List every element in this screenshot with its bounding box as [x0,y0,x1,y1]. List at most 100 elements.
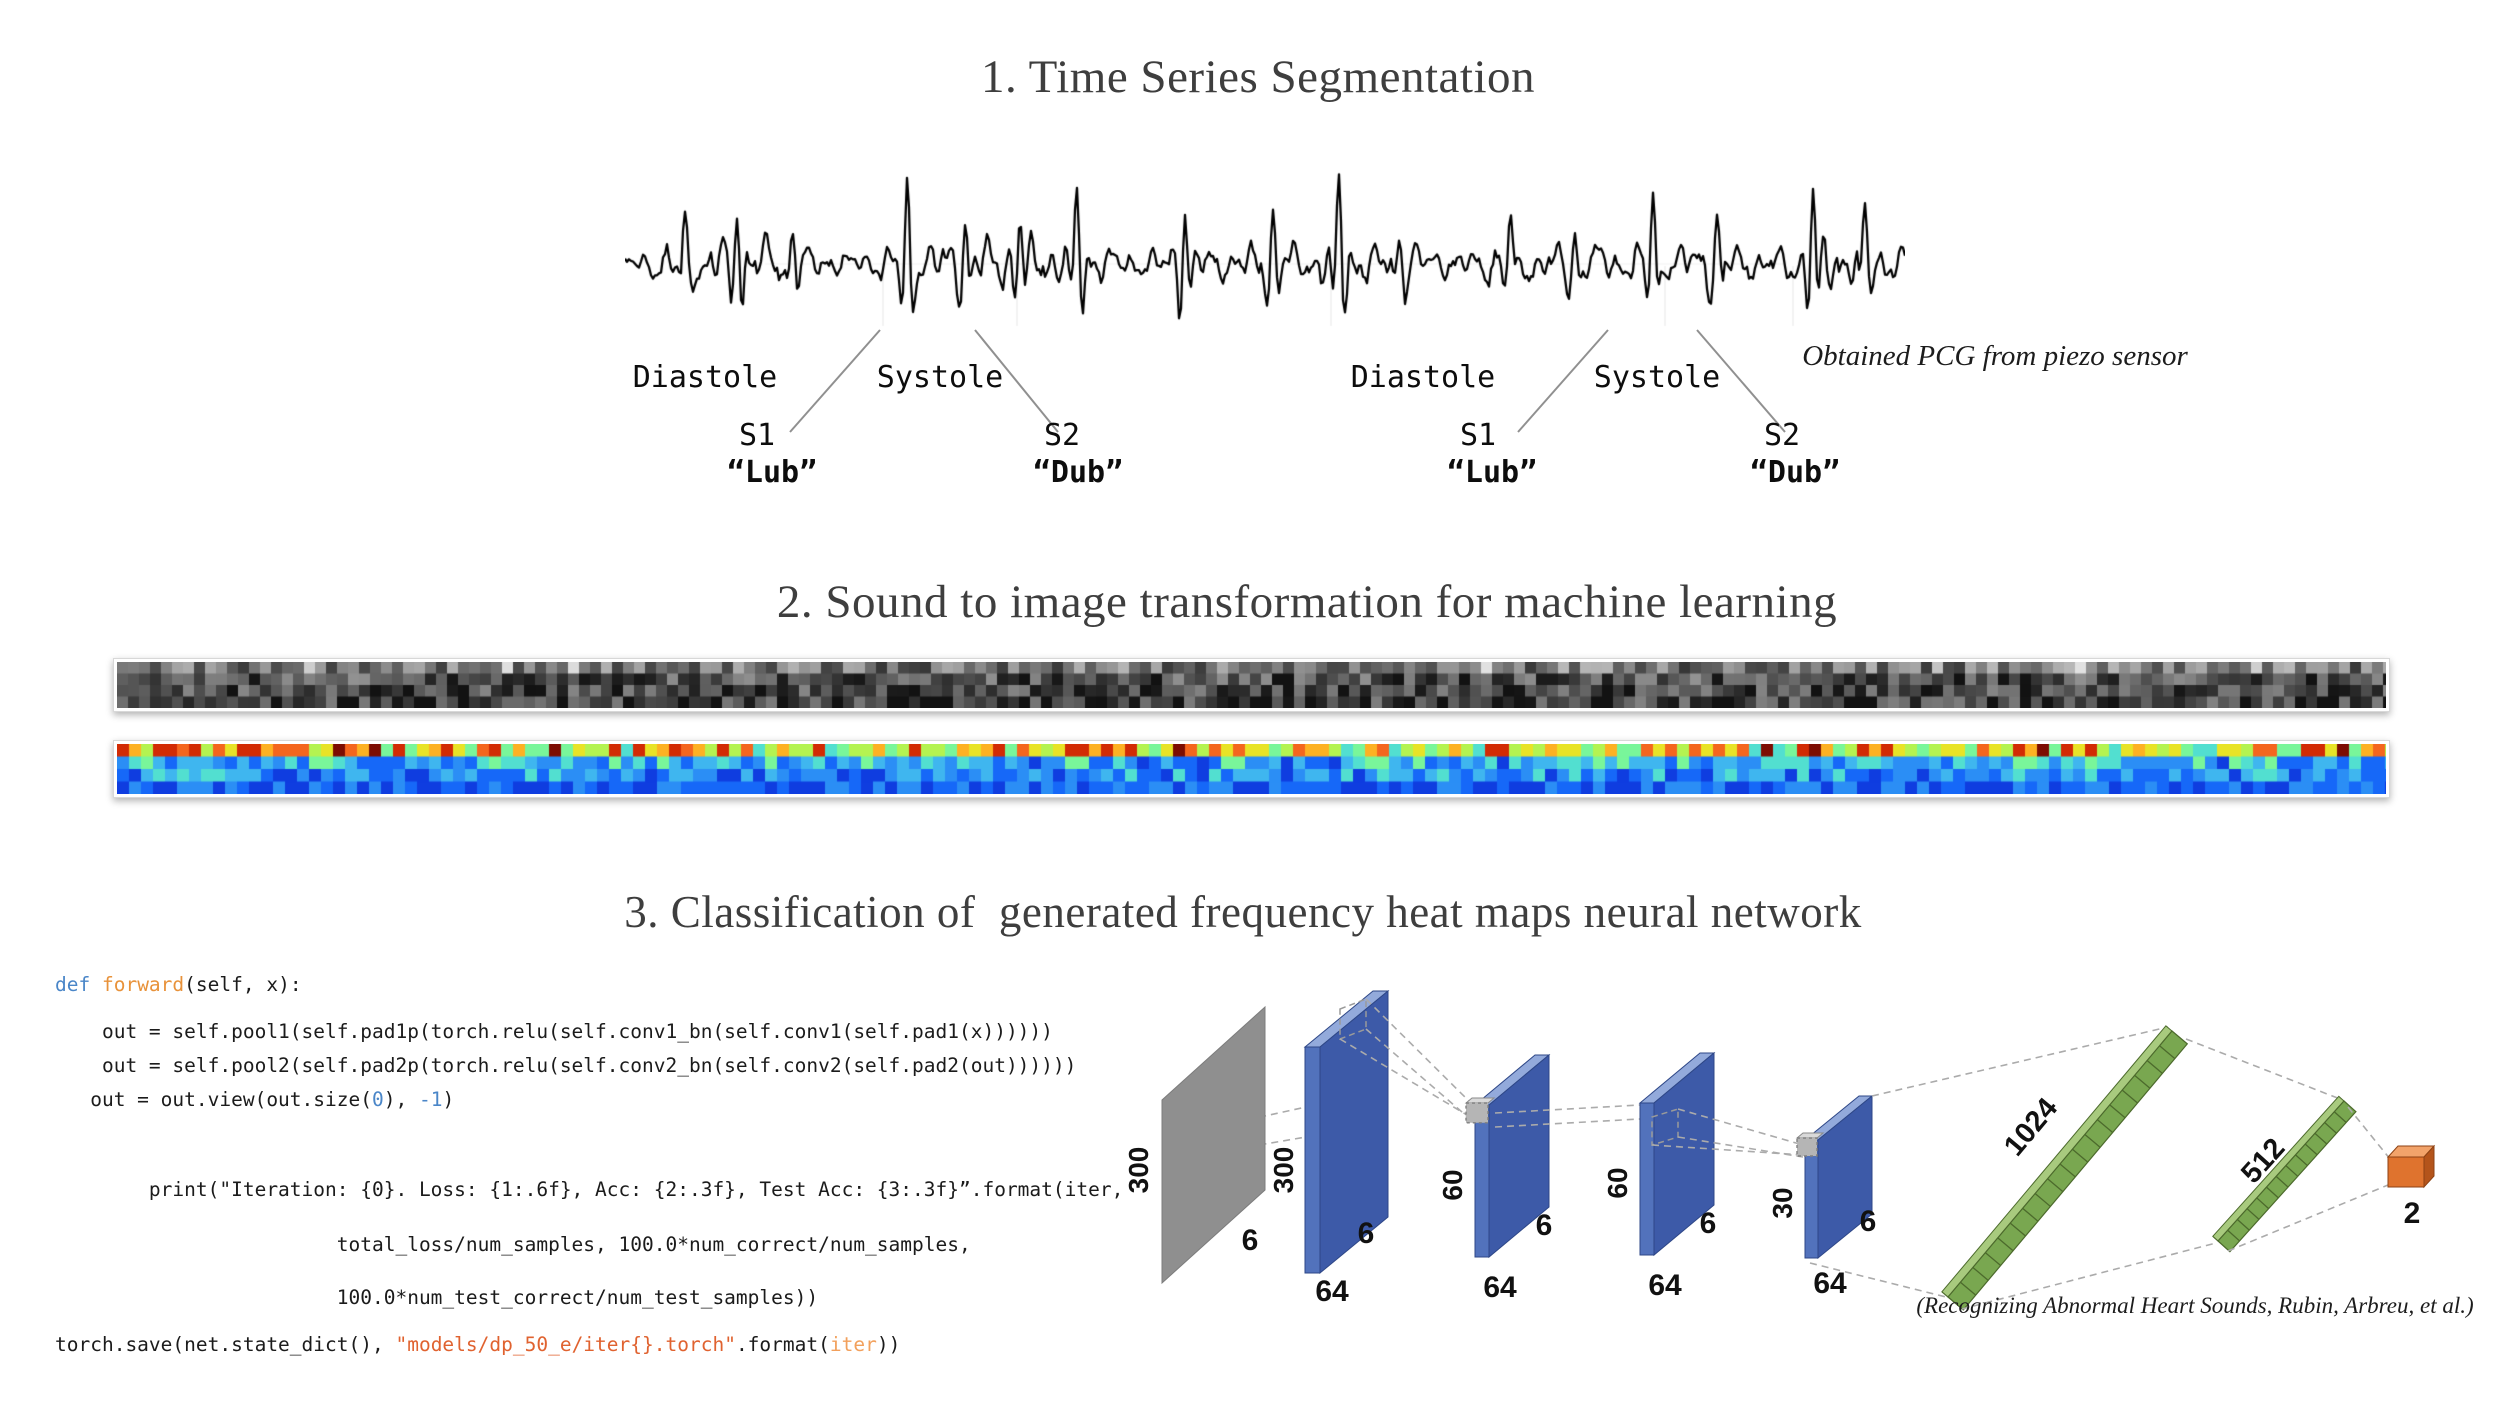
conv1-height-label: 300 [1268,1147,1299,1194]
fc512-segment [2304,1143,2318,1156]
conv1-width-label: 64 [1315,1275,1349,1308]
fc1024-segment [1972,1266,1989,1281]
conv4-height-label: 30 [1767,1187,1798,1218]
code-token: 100.0*num_test_correct/num_test_samples)… [55,1286,819,1309]
conv4-kernel-cube [1796,1137,1818,1157]
piezo-sensor-note: Obtained PCG from piezo sensor [1802,340,2188,372]
input-plane [1161,1005,1266,1285]
code-line: def forward(self, x): [55,972,1123,998]
fc512-segment [2295,1154,2308,1167]
fc1024-segment [2134,1074,2151,1089]
fc512-segment [2333,1111,2347,1123]
dashed-connector [2185,1038,2341,1100]
pointer-line-s2-a [974,329,1059,433]
fc1024-segment [1997,1237,2014,1252]
dashed-connector [2227,1184,2389,1252]
section-2-title: 2. Sound to image transformation for mac… [776,576,1838,628]
label-lub-2: “Lub” [1446,455,1538,490]
code-token: out = self.pool1(self.pad1p(torch.relu(s… [55,1020,1053,1043]
code-line: total_loss/num_samples, 100.0*num_correc… [55,1232,1123,1258]
pointer-line-s1-b [1517,329,1609,433]
conv3-width-label: 64 [1648,1269,1682,1302]
dashed-connector [2347,1106,2391,1160]
code-token: -1 [418,1088,443,1111]
fc1024-segment [2034,1193,2051,1207]
label-dub-1: “Dub” [1032,455,1124,490]
fc512-segment [2266,1186,2279,1199]
dashed-connector [1339,1038,1478,1122]
heatmap-strip-canvas [117,744,2386,794]
dashed-connector [1677,1136,1804,1158]
label-s2-1: S2 [1043,418,1081,453]
fc1024-segment [2047,1178,2064,1193]
fc512-cap [2212,1235,2231,1253]
code-token: out = out.view(out.size( [55,1088,372,1111]
input-height-label: 300 [1123,1147,1154,1194]
fc1024-label: 1024 [1998,1092,2064,1162]
dashed-connector [1365,998,1478,1110]
conv4-front [1804,1139,1819,1259]
conv3-front [1639,1102,1655,1256]
conv2-front [1474,1104,1490,1258]
fc1024-segment [1984,1252,2002,1267]
pointer-line-s2-b [1696,329,1786,433]
grayscale-strip-canvas [117,662,2386,708]
code-token: ) [442,1088,455,1111]
output-cube [2387,1156,2425,1188]
code-token: 0 [371,1088,384,1111]
dashed-connector [1677,1108,1804,1146]
conv1-depth-label: 6 [1358,1217,1375,1250]
code-line: out = out.view(out.size(0), -1) [55,1087,1123,1113]
code-token: total_loss/num_samples, 100.0*num_correc… [55,1233,971,1256]
code-line: torch.save(net.state_dict(), "models/dp_… [55,1332,1123,1358]
code-line: out = self.pool1(self.pad1p(torch.relu(s… [55,1019,1123,1045]
fc512-segment [2246,1208,2260,1220]
code-token: forward [101,973,185,996]
fc1024-segment [2096,1119,2114,1134]
fc512-segment [2256,1197,2270,1210]
fc512-segment [2324,1122,2337,1134]
fc1024-segment [2084,1133,2101,1148]
fc1024-segment [2121,1089,2138,1104]
fc1024-top [1941,1025,2173,1298]
dashed-connector [1494,1118,1641,1128]
dashed-connector [1871,1026,2169,1097]
fc1024-segment [2146,1060,2163,1074]
fc512-top [2212,1095,2345,1242]
label-s2-2: S2 [1763,418,1801,453]
label-diastole-2: Diastole [1350,360,1496,395]
label-dub-2: “Dub” [1749,455,1841,490]
frequency-heatmap-strip [113,740,2390,798]
architecture-caption: (Recognizing Abnormal Heart Sounds, Rubi… [1916,1293,2473,1318]
fc1024-segment [2022,1207,2039,1222]
label-s1-1: S1 [738,418,776,453]
code-line: out = self.pool2(self.pad2p(torch.relu(s… [55,1053,1123,1079]
fc512-segment [2236,1218,2250,1231]
code-line: 100.0*num_test_correct/num_test_samples)… [55,1285,1123,1311]
conv2-kernel-cube [1465,1102,1489,1124]
code-token: )) [876,1333,901,1356]
section-3-title: 3. Classification of generated frequency… [624,887,1862,937]
label-s1-2: S1 [1459,418,1497,453]
fc1024-cap [1941,1291,1964,1311]
fc512-segment [2227,1229,2241,1242]
pytorch-code-block: def forward(self, x): out = self.pool1(s… [55,972,1123,1358]
fc512-segment [2314,1132,2328,1145]
code-line: print("Iteration: {0}. Loss: {1:.6f}, Ac… [55,1177,1123,1203]
fc1024-segment [1960,1281,1977,1296]
conv1-front [1304,1046,1321,1274]
output-size-label: 2 [2404,1197,2421,1230]
conv2-depth-label: 6 [1536,1209,1553,1242]
code-token: iter [829,1333,877,1356]
label-systole-2: Systole [1593,360,1721,395]
fc1024-segment [2009,1222,2026,1237]
fc1024-segment [2109,1104,2126,1119]
code-token: torch.save(net.state_dict(), [55,1333,396,1356]
label-systole-1: Systole [876,360,1004,395]
dashed-connector [1961,1242,2217,1310]
receptive-window-conv1 [1339,997,1367,1041]
fc1024-segment [2159,1045,2176,1060]
code-token: def [55,973,102,996]
